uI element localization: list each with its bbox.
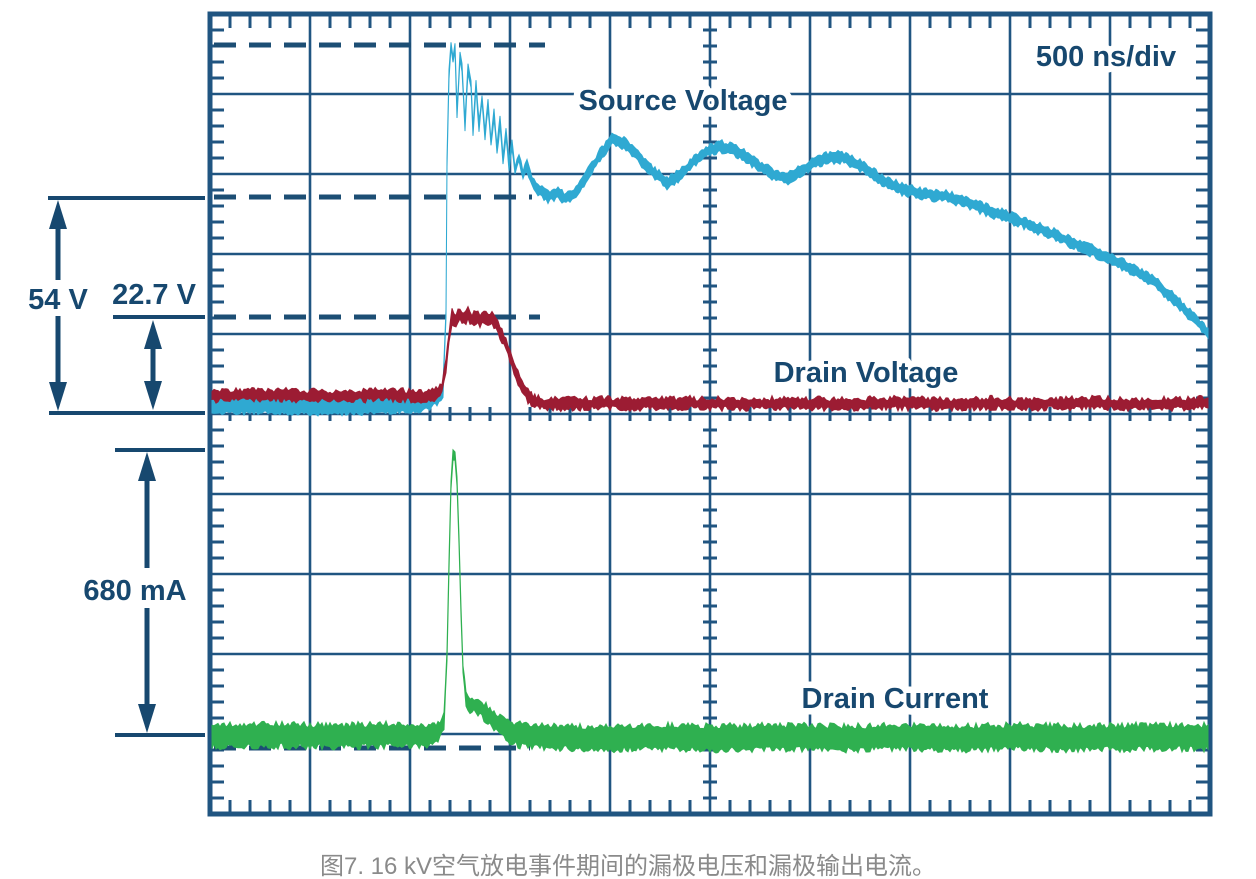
delta-drain-label: 22.7 V	[112, 279, 196, 311]
measurement-arrows	[48, 196, 205, 737]
trace-source-voltage	[211, 42, 1209, 417]
delta-current-label: 680 mA	[83, 575, 186, 607]
delta-drain-current	[115, 448, 205, 737]
figure-caption: 图7. 16 kV空气放电事件期间的漏极电压和漏极输出电流。	[319, 853, 937, 879]
oscilloscope-plot: 500 ns/div Source Voltage Drain Voltage …	[22, 11, 1213, 817]
source-voltage-label: Source Voltage	[579, 85, 788, 117]
trace-drain-voltage	[211, 305, 1209, 413]
drain-voltage-label: Drain Voltage	[774, 357, 959, 389]
drain-current-label: Drain Current	[802, 683, 989, 715]
delta-source-voltage	[48, 196, 205, 415]
reference-dashed-lines	[214, 42, 545, 751]
waveform-traces	[211, 42, 1209, 754]
plot-labels: 500 ns/div Source Voltage Drain Voltage …	[22, 35, 1183, 722]
trace-drain-current	[211, 448, 1209, 754]
delta-source-label: 54 V	[28, 284, 88, 316]
delta-drain-voltage	[113, 315, 205, 410]
timebase-label: 500 ns/div	[1036, 41, 1176, 73]
